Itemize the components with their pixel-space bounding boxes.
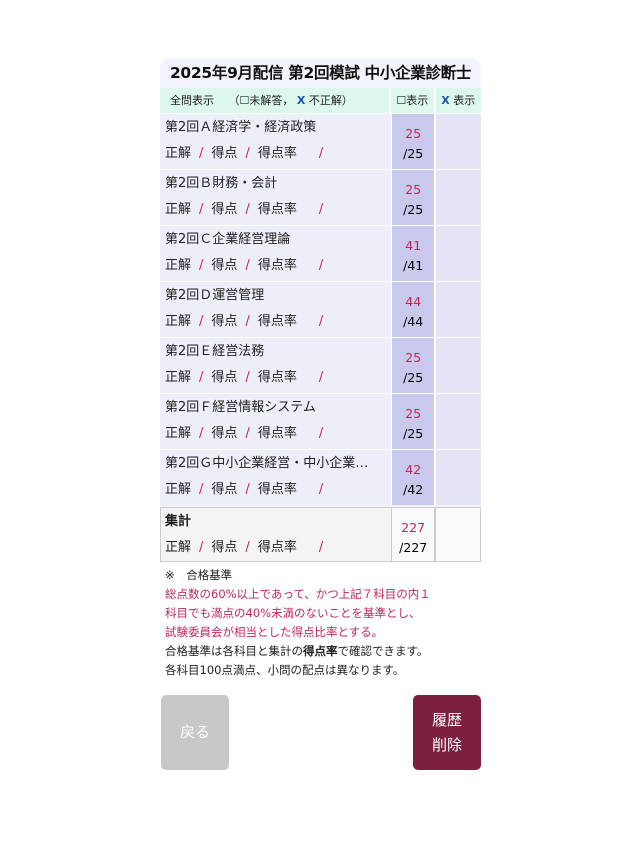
unanswered-count[interactable]: 25/25 bbox=[391, 170, 435, 225]
unanswered-count[interactable]: 25/25 bbox=[391, 338, 435, 393]
summary-unanswered-count[interactable]: 227/227 bbox=[391, 508, 435, 561]
subject-stats: 正解 / 得点 / 得点率 / bbox=[165, 314, 324, 329]
subject-row[interactable]: 第2回Ｆ経営情報システム 正解 / 得点 / 得点率/25/25 bbox=[160, 393, 481, 449]
back-button[interactable]: 戻る bbox=[161, 695, 229, 770]
subject-stats: 正解 / 得点 / 得点率 / bbox=[165, 258, 324, 273]
subject-name: 第2回Ａ経済学・経済政策 bbox=[165, 120, 317, 135]
subject-stats: 正解 / 得点 / 得点率 / bbox=[165, 426, 324, 441]
filter-header: 全問表示 （☐未解答， X 不正解） ☐表示 X 表示 bbox=[160, 88, 481, 113]
subject-name: 第2回Ｆ経営情報システム bbox=[165, 400, 316, 415]
subject-name: 第2回Ｂ財務・会計 bbox=[165, 176, 278, 191]
subject-row[interactable]: 第2回Ｄ運営管理正解 / 得点 / 得点率/44/44 bbox=[160, 281, 481, 337]
pass-criteria-notes: ※ 合格基準 総点数の60%以上であって、かつ上記７科目の内１ 科目でも満点の4… bbox=[165, 568, 431, 677]
incorrect-count[interactable] bbox=[434, 450, 481, 505]
incorrect-count[interactable] bbox=[434, 170, 481, 225]
incorrect-count[interactable] bbox=[434, 394, 481, 449]
subject-row[interactable]: 第2回Ａ経済学・経済政策 正解 / 得点 / 得点率/25/25 bbox=[160, 113, 481, 169]
incorrect-count[interactable] bbox=[434, 282, 481, 337]
subject-stats: 正解 / 得点 / 得点率 / bbox=[165, 202, 324, 217]
subject-stats: 正解 / 得点 / 得点率 / bbox=[165, 146, 324, 161]
unanswered-count[interactable]: 44/44 bbox=[391, 282, 435, 337]
subject-row[interactable]: 第2回Ｃ企業経営理論正解 / 得点 / 得点率/41/41 bbox=[160, 225, 481, 281]
summary-row[interactable]: 集計 正解 / 得点 / 得点率/ 227/227 bbox=[160, 507, 481, 562]
subject-stats: 正解 / 得点 / 得点率 / bbox=[165, 370, 324, 385]
incorrect-column-toggle[interactable]: X 表示 bbox=[433, 88, 481, 113]
summary-incorrect-count[interactable] bbox=[434, 508, 480, 561]
subject-row[interactable]: 第2回Ｅ経営法務正解 / 得点 / 得点率/25/25 bbox=[160, 337, 481, 393]
subject-name: 第2回Ｅ経営法務 bbox=[165, 344, 265, 359]
incorrect-count[interactable] bbox=[434, 114, 481, 169]
subject-stats: 正解 / 得点 / 得点率 / bbox=[165, 482, 324, 497]
unanswered-column-toggle[interactable]: ☐表示 bbox=[389, 88, 433, 113]
show-all-filter[interactable]: 全問表示 （☐未解答， X 不正解） bbox=[170, 94, 353, 107]
incorrect-count[interactable] bbox=[434, 338, 481, 393]
unanswered-count[interactable]: 42/42 bbox=[391, 450, 435, 505]
subject-name: 第2回Ｄ運営管理 bbox=[165, 288, 265, 303]
subject-name: 第2回Ｇ中小企業経営・中小企業… bbox=[165, 456, 369, 471]
unanswered-count[interactable]: 25/25 bbox=[391, 394, 435, 449]
page-title: 2025年9月配信 第2回模試 中小企業診断士 bbox=[169, 64, 472, 82]
subject-name: 第2回Ｃ企業経営理論 bbox=[165, 232, 291, 247]
summary-stats: 正解 / 得点 / 得点率 / bbox=[165, 540, 324, 555]
unanswered-count[interactable]: 41/41 bbox=[391, 226, 435, 281]
results-card: 2025年9月配信 第2回模試 中小企業診断士 全問表示 （☐未解答， X 不正… bbox=[160, 58, 481, 562]
summary-label: 集計 bbox=[165, 514, 192, 529]
incorrect-count[interactable] bbox=[434, 226, 481, 281]
delete-history-button[interactable]: 履歴 削除 bbox=[413, 695, 481, 770]
subject-row[interactable]: 第2回Ｇ中小企業経営・中小企業… 正解 / 得点 / 得点率/42/42 bbox=[160, 449, 481, 505]
unanswered-count[interactable]: 25/25 bbox=[391, 114, 435, 169]
subject-row[interactable]: 第2回Ｂ財務・会計正解 / 得点 / 得点率/25/25 bbox=[160, 169, 481, 225]
